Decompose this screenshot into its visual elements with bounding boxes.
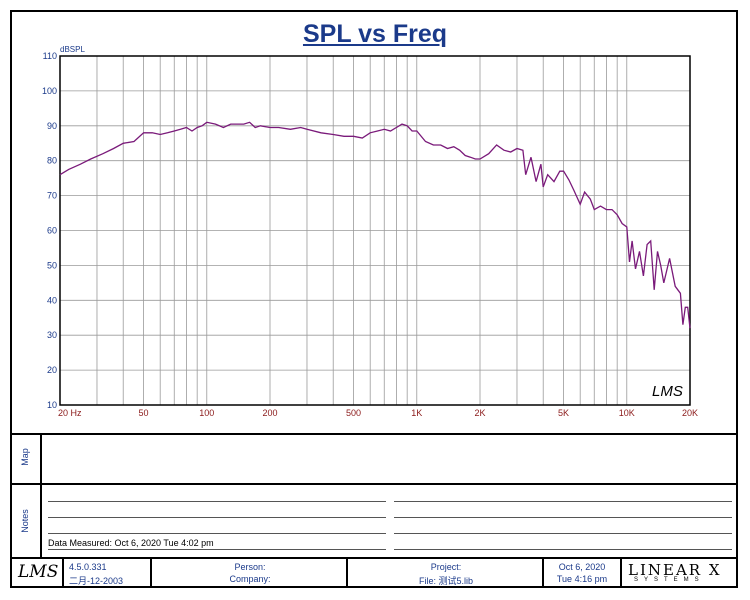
y-tick-label: 70 [47,191,57,201]
note-line [48,501,386,502]
note-line [394,517,732,518]
person-cell: Person: Company: [150,559,346,588]
x-tick-label: 500 [346,408,361,418]
y-tick-label: 110 [43,51,57,61]
file-label: File: 测试5.lib [418,576,473,586]
x-tick-label: 2K [474,408,485,418]
spl-chart: 10 20 30 40 50 60 70 80 90 100 110 20 Hz 50 100 200 50… [42,45,698,418]
footer-date: Oct 6, 2020 [558,562,606,572]
datetime-cell: Oct 6, 2020 Tue 4:16 pm [542,559,620,588]
build-date: 二月-12-2003 [69,576,124,586]
x-tick-label: 10K [619,408,635,418]
label-column-divider [40,433,42,559]
y-tick-label: 10 [47,400,57,410]
map-label: Map [20,448,30,466]
y-tick-label: 30 [47,330,57,340]
divider-footer-top [10,557,738,559]
brand-cell: LINEAR X SYSTEMS [620,559,738,588]
y-axis-label: dBSPL [60,45,85,54]
x-tick-label: 50 [139,408,149,418]
note-line [48,549,386,550]
y-tick-label: 90 [47,121,57,131]
outer-frame [10,10,738,588]
x-tick-label: 5K [558,408,569,418]
y-tick-label: 60 [47,226,57,236]
note-line [394,533,732,534]
lms-watermark: LMS [652,383,683,400]
divider-notes-top [10,483,738,485]
spl-curve [59,121,691,329]
divider-map-top [10,433,738,435]
note-line [48,533,386,534]
notes-label: Notes [20,509,30,533]
plot-border [59,55,691,406]
lms-logo: LMS [18,562,59,582]
x-tick-label: 1K [411,408,422,418]
date-measured: Data Measured: Oct 6, 2020 Tue 4:02 pm [48,538,214,548]
note-line [48,517,386,518]
y-tick-label: 50 [47,260,57,270]
x-tick-labels: 20 Hz 50 100 200 500 1K 2K 5K 10K 20K [58,408,698,418]
project-label: Project: [430,562,462,572]
x-tick-label: 20K [682,408,698,418]
y-tick-labels: 10 20 30 40 50 60 70 80 90 100 110 [42,51,57,410]
y-tick-label: 100 [42,86,57,96]
y-tick-label: 40 [47,295,57,305]
grid [59,55,691,406]
note-line [394,549,732,550]
y-tick-label: 20 [47,365,57,375]
project-cell: Project: File: 测试5.lib [346,559,542,588]
company-label: Company: [229,574,271,584]
note-line [394,501,732,502]
brand-logo: LINEAR X [628,561,722,579]
x-tick-label: 100 [199,408,214,418]
chart-title: SPL vs Freq [302,20,448,48]
y-tick-label: 80 [47,156,57,166]
person-label: Person: [234,562,266,572]
footer-time: Tue 4:16 pm [556,574,608,584]
x-tick-label: 20 Hz [58,408,82,418]
version: 4.5.0.331 [69,562,107,572]
version-cell: 4.5.0.331 二月-12-2003 [62,559,150,588]
x-tick-label: 200 [262,408,277,418]
brand-subtitle: SYSTEMS [634,577,705,583]
